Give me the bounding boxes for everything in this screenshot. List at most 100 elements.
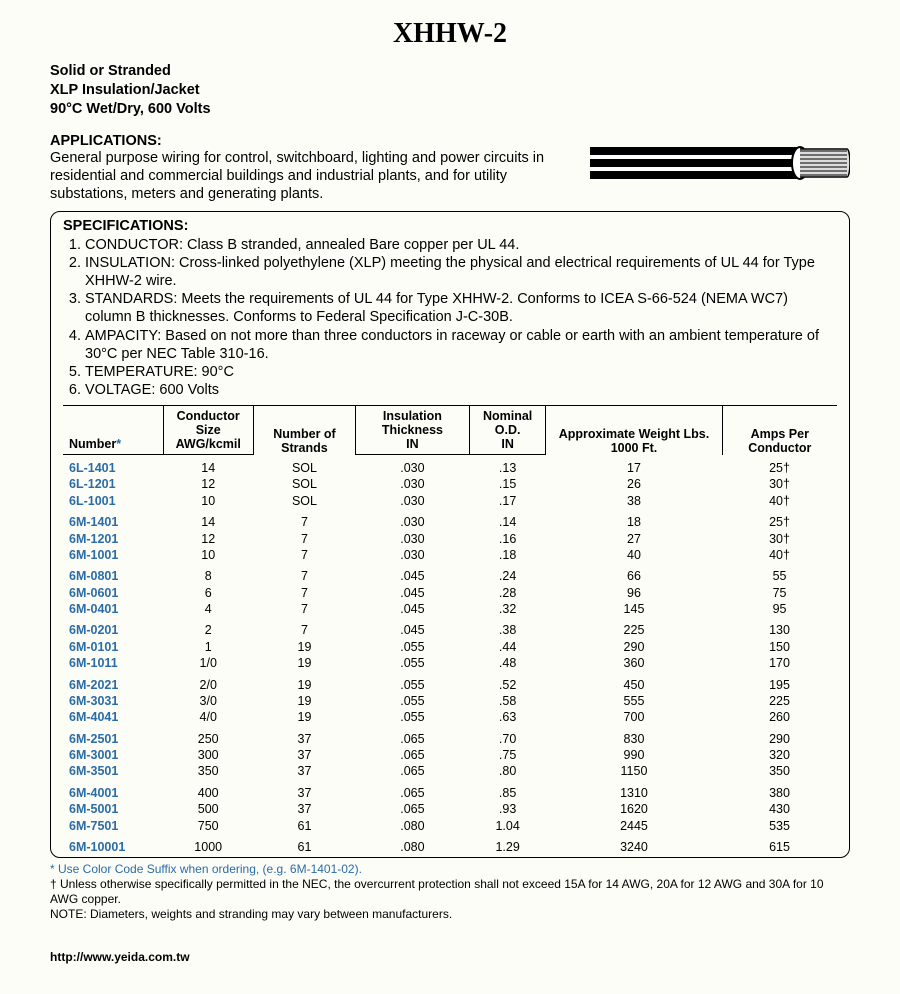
cell: 37 [253, 801, 355, 817]
cell-number: 6M-1201 [63, 531, 163, 547]
cell-number: 6M-1001 [63, 547, 163, 563]
cell: .080 [355, 834, 469, 855]
source-url: http://www.yeida.com.tw [50, 950, 850, 964]
col-od: Nominal O.D. [469, 406, 546, 438]
cell: SOL [253, 493, 355, 509]
cell-number: 6M-4041 [63, 709, 163, 725]
cell: 1/0 [163, 655, 253, 671]
cell: 37 [253, 780, 355, 801]
table-head: Conductor Size Number of Strands Insulat… [63, 406, 837, 455]
cell: 615 [722, 834, 837, 855]
spec-item: CONDUCTOR: Class B stranded, annealed Ba… [85, 236, 837, 254]
cell: 37 [253, 763, 355, 779]
cell: 225 [722, 693, 837, 709]
cell: 7 [253, 563, 355, 584]
cell: 40† [722, 547, 837, 563]
cell: 30† [722, 476, 837, 492]
cell: .18 [469, 547, 546, 563]
spec-item: AMPACITY: Based on not more than three c… [85, 327, 837, 363]
cell: 225 [546, 617, 722, 638]
table-row: 6M-300130037.065.75990320 [63, 747, 837, 763]
table-row: 6M-1401147.030.141825† [63, 509, 837, 530]
col-number: Number* [63, 437, 163, 455]
cell: 12 [163, 531, 253, 547]
cell-number: 6M-0101 [63, 639, 163, 655]
table-row: 6M-40414/019.055.63700260 [63, 709, 837, 725]
applications-body: General purpose wiring for control, swit… [50, 149, 572, 203]
cell-number: 6M-3001 [63, 747, 163, 763]
cell: 25† [722, 455, 837, 477]
subtitle-line: XLP Insulation/Jacket [50, 81, 850, 100]
cell: 8 [163, 563, 253, 584]
cell: .080 [355, 818, 469, 834]
cell: .80 [469, 763, 546, 779]
wire-illustration-icon [590, 133, 850, 198]
footnotes: * Use Color Code Suffix when ordering, (… [50, 862, 850, 922]
cell-number: 6M-1401 [63, 509, 163, 530]
spec-item: STANDARDS: Meets the requirements of UL … [85, 290, 837, 326]
cell: .63 [469, 709, 546, 725]
cell: 290 [546, 639, 722, 655]
col-amps: Amps Per Conductor [722, 406, 837, 455]
table-row: 6M-080187.045.246655 [63, 563, 837, 584]
cell: .055 [355, 639, 469, 655]
page: XHHW-2 Solid or Stranded XLP Insulation/… [0, 0, 900, 994]
applications-text: APPLICATIONS: General purpose wiring for… [50, 133, 572, 203]
applications-heading: APPLICATIONS: [50, 133, 572, 149]
cell: 4 [163, 601, 253, 617]
cell: 170 [722, 655, 837, 671]
cell-number: 6M-0401 [63, 601, 163, 617]
cell-number: 6M-10001 [63, 834, 163, 855]
cell: 19 [253, 655, 355, 671]
cell: 430 [722, 801, 837, 817]
col-weight: Approximate Weight Lbs. 1000 Ft. [546, 406, 722, 455]
cell: 350 [163, 763, 253, 779]
table-row: 6M-30313/019.055.58555225 [63, 693, 837, 709]
cell-number: 6M-7501 [63, 818, 163, 834]
cell: 7 [253, 601, 355, 617]
cell: 360 [546, 655, 722, 671]
subtitle-block: Solid or Stranded XLP Insulation/Jacket … [50, 62, 850, 119]
table-row: 6M-500150037.065.931620430 [63, 801, 837, 817]
cell: 61 [253, 818, 355, 834]
cell: 10 [163, 547, 253, 563]
spec-item: VOLTAGE: 600 Volts [85, 381, 837, 399]
cell: .065 [355, 747, 469, 763]
cell: 250 [163, 726, 253, 747]
table-row: 6M-060167.045.289675 [63, 585, 837, 601]
table-row: 6M-0101119.055.44290150 [63, 639, 837, 655]
cell: 37 [253, 747, 355, 763]
table-row: 6M-1001107.030.184040† [63, 547, 837, 563]
cell: SOL [253, 455, 355, 477]
cell: .52 [469, 672, 546, 693]
cell: 18 [546, 509, 722, 530]
cell: 350 [722, 763, 837, 779]
cell: 7 [253, 547, 355, 563]
cell: .75 [469, 747, 546, 763]
footnote-note: NOTE: Diameters, weights and stranding m… [50, 907, 850, 922]
cell: .065 [355, 726, 469, 747]
cell: 6 [163, 585, 253, 601]
table-row: 6L-100110SOL.030.173840† [63, 493, 837, 509]
cell: .065 [355, 801, 469, 817]
footnote-star: * Use Color Code Suffix when ordering, (… [50, 862, 850, 877]
applications-row: APPLICATIONS: General purpose wiring for… [50, 133, 850, 203]
cell: .045 [355, 563, 469, 584]
cell: .17 [469, 493, 546, 509]
cell: 130 [722, 617, 837, 638]
cell: .16 [469, 531, 546, 547]
cell: 40 [546, 547, 722, 563]
spec-item: INSULATION: Cross-linked polyethylene (X… [85, 254, 837, 290]
cell: SOL [253, 476, 355, 492]
cell: 19 [253, 672, 355, 693]
cell: .045 [355, 617, 469, 638]
cell: 320 [722, 747, 837, 763]
subtitle-line: 90°C Wet/Dry, 600 Volts [50, 100, 850, 119]
cell: 10 [163, 493, 253, 509]
cell-number: 6M-0801 [63, 563, 163, 584]
cell-number: 6M-2501 [63, 726, 163, 747]
table-body: 6L-140114SOL.030.131725†6L-120112SOL.030… [63, 455, 837, 856]
cell: 30† [722, 531, 837, 547]
cell: 17 [546, 455, 722, 477]
specifications-heading: SPECIFICATIONS: [63, 218, 837, 234]
